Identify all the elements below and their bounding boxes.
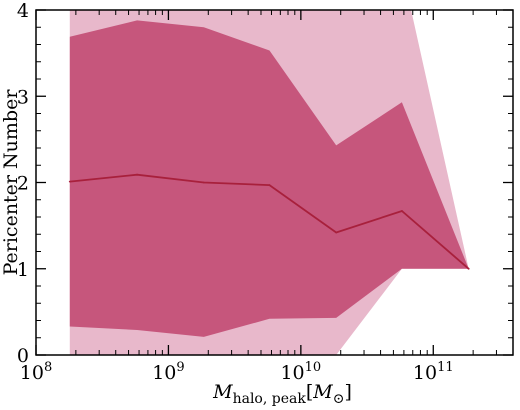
x-tick-label: 1010: [280, 360, 321, 384]
y-axis-title: Pericenter Number: [0, 89, 22, 276]
median-point: [401, 210, 403, 212]
y-tick-label: 2: [17, 173, 29, 195]
x-tick-label: 108: [20, 360, 52, 384]
inner-band: [69, 20, 469, 337]
y-tick-label: 4: [17, 0, 29, 22]
median-point: [136, 173, 139, 176]
x-tick-label: 109: [152, 360, 184, 384]
plot-area: [68, 10, 470, 355]
median-point: [202, 181, 205, 184]
x-tick-label: 1011: [413, 360, 454, 384]
x-axis-title: Mhalo, peak[M⊙]: [212, 381, 352, 407]
y-axis: 0 1 2 3 4: [17, 0, 513, 367]
y-tick-label: 1: [17, 259, 29, 281]
y-tick-label: 3: [17, 86, 29, 108]
median-point: [68, 180, 71, 183]
median-point: [467, 267, 470, 270]
median-point: [268, 184, 271, 187]
x-axis: 108 109 1010 1011: [20, 10, 497, 384]
y-tick-label: 0: [17, 345, 29, 367]
median-point: [335, 231, 338, 234]
